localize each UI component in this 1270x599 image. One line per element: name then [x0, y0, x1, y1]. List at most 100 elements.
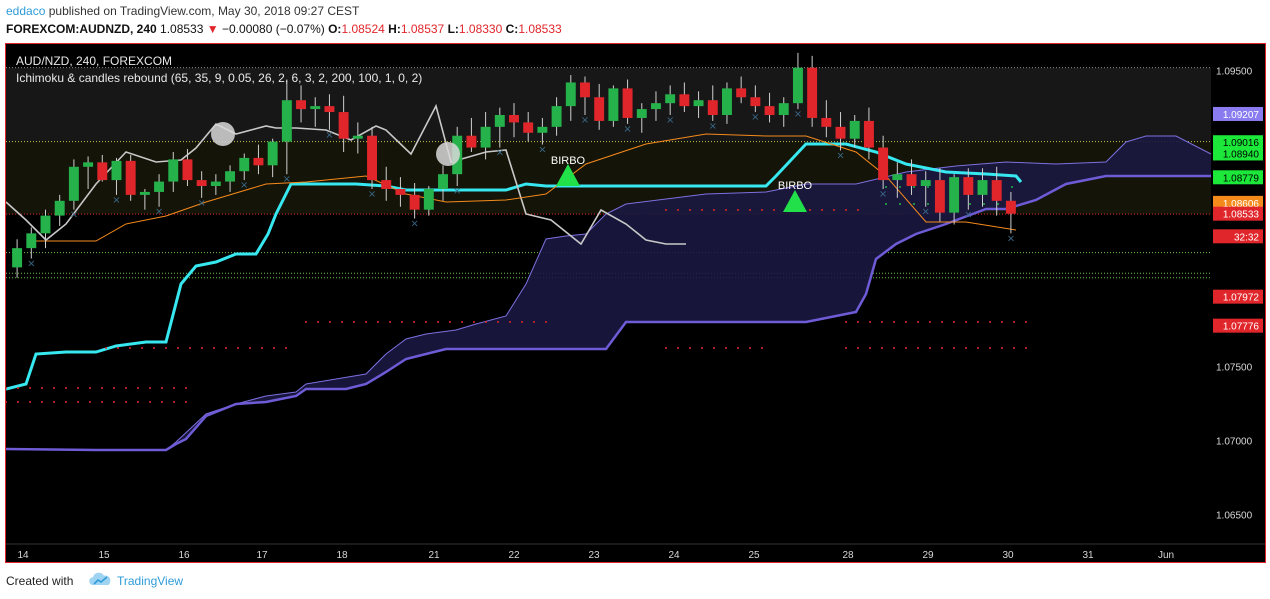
candle-body: [580, 82, 590, 98]
price-badge-label: 1.09207: [1223, 110, 1260, 121]
signal-dot: [149, 387, 151, 389]
signal-dot: [885, 186, 887, 188]
signal-dot: [1013, 347, 1015, 349]
candle: [565, 75, 576, 121]
signal-dot: [1001, 347, 1003, 349]
time-tick-label: 29: [922, 550, 934, 561]
author-link[interactable]: eddaco: [6, 4, 46, 18]
signal-dot: [1011, 186, 1013, 188]
cross-marker: ×: [70, 210, 78, 221]
cross-marker: ×: [112, 195, 120, 206]
candle-body: [310, 106, 321, 110]
signal-dot: [189, 347, 191, 349]
cross-marker: ×: [666, 115, 674, 126]
candle-body: [1005, 200, 1016, 214]
candle: ×: [835, 112, 846, 162]
signal-dot: [425, 321, 427, 323]
signal-dot: [689, 347, 691, 349]
signal-dot: [153, 347, 155, 349]
signal-dot: [1001, 321, 1003, 323]
symbol-label: FOREXCOM:AUDNZD, 240: [6, 22, 157, 36]
candle: [679, 82, 690, 113]
candle: [182, 149, 193, 187]
cross-marker: ×: [410, 219, 418, 230]
candle: [991, 166, 1002, 216]
candle: [863, 107, 874, 160]
candle-body: [963, 177, 974, 195]
signal-dot: [885, 203, 887, 205]
signal-dot: [677, 347, 679, 349]
signal-dot: [29, 387, 31, 389]
cross-marker: ×: [197, 198, 205, 209]
cross-marker: ×: [368, 189, 376, 200]
signal-dot: [521, 321, 523, 323]
signal-dot: [389, 321, 391, 323]
open-value: 1.08524: [341, 22, 385, 36]
signal-dot: [893, 347, 895, 349]
price-badge-box: [1213, 318, 1263, 333]
signal-dot: [929, 321, 931, 323]
ichimoku-cloud: [6, 136, 1211, 450]
cross-marker: ×: [240, 180, 248, 191]
close-value: 1.08533: [518, 22, 562, 36]
study-legend[interactable]: Ichimoku & candles rebound (65, 35, 9, 0…: [16, 71, 423, 85]
buy-signal-triangle: [783, 190, 807, 212]
candle: [636, 103, 647, 133]
price-chart[interactable]: × × × × × × × × × × × × × × × × × × × × × × × × BIRBO BIRBO 1.0950…: [6, 44, 1265, 562]
candle-body: [934, 180, 945, 213]
candle: [551, 97, 562, 136]
chart-area[interactable]: × × × × × × × × × × × × × × × × × × × × × × × × BIRBO BIRBO 1.0950…: [5, 43, 1266, 563]
signal-dot: [185, 387, 187, 389]
tradingview-cloud-icon[interactable]: [88, 572, 114, 588]
signal-dot: [737, 347, 739, 349]
signal-dot: [725, 347, 727, 349]
signal-dot: [305, 321, 307, 323]
candle-body: [665, 94, 676, 104]
candle: ×: [324, 94, 335, 141]
lagging-marker-circle: [211, 122, 235, 146]
candle-body: [409, 194, 420, 210]
candle: [225, 165, 236, 192]
price-tick-label: 1.06500: [1216, 510, 1253, 521]
price-badge-box: [1213, 170, 1263, 185]
candle-body: [892, 174, 903, 181]
tradingview-brand[interactable]: TradingView: [117, 574, 184, 588]
signal-dot: [161, 387, 163, 389]
signal-dot: [845, 321, 847, 323]
price-badge-label: 1.08606: [1223, 199, 1260, 210]
candle-body: [849, 120, 860, 139]
price-badge-box: [1213, 229, 1263, 244]
signal-dot: [857, 347, 859, 349]
signal-dot: [6, 401, 7, 403]
signal-dot: [201, 347, 203, 349]
candle: [849, 115, 860, 148]
candle-body: [423, 188, 434, 210]
signal-dot: [701, 209, 703, 211]
signal-dot: [261, 347, 263, 349]
signal-dot: [53, 387, 55, 389]
cross-marker: ×: [27, 258, 35, 269]
signal-dot: [237, 347, 239, 349]
signal-dot: [917, 347, 919, 349]
ohlc-line: FOREXCOM:AUDNZD, 240 1.08533 ▼ −0.00080 …: [6, 22, 562, 36]
candle-body: [651, 103, 661, 110]
signal-dot: [913, 203, 915, 205]
candle-body: [679, 94, 690, 107]
candle-body: [835, 126, 846, 139]
signal-dot: [497, 321, 499, 323]
candle: [438, 165, 448, 201]
price-badge-label: 1.09016: [1223, 138, 1260, 149]
candle-body: [480, 126, 491, 148]
candle: [892, 162, 903, 198]
cross-marker: ×: [325, 130, 333, 141]
senkou-span-b: [6, 174, 1211, 452]
candle-body: [466, 135, 477, 148]
cross-marker: ×: [751, 112, 759, 123]
signal-dot: [893, 321, 895, 323]
signal-dot: [161, 401, 163, 403]
candle-body: [12, 248, 23, 268]
signal-dot: [857, 321, 859, 323]
candle: [54, 194, 65, 226]
candle: [267, 138, 278, 178]
price-badge-box: [1213, 106, 1263, 121]
